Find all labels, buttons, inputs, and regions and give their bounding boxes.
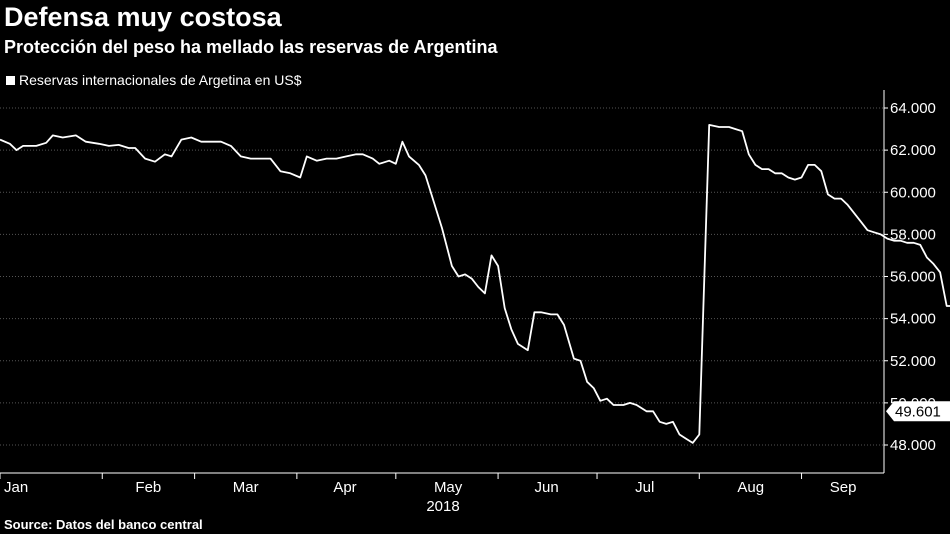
legend: Reservas internacionales de Argetina en … [6, 72, 302, 88]
y-tick-label: 48.000 [890, 437, 936, 454]
x-tick-label: Sep [830, 479, 857, 496]
axis-layer [0, 90, 888, 479]
grid-layer [0, 107, 884, 446]
legend-label: Reservas internacionales de Argetina en … [19, 72, 302, 88]
source-note: Source: Datos del banco central [4, 517, 203, 532]
legend-swatch [6, 75, 15, 85]
x-tick-label: Jul [635, 479, 654, 496]
y-tick-label: 62.000 [890, 142, 936, 159]
y-tick-label: 56.000 [890, 269, 936, 286]
series-line [0, 124, 950, 444]
x-tick-label: Apr [333, 479, 356, 496]
y-tick-label: 64.000 [890, 100, 936, 117]
last-value-callout [886, 401, 950, 422]
chart-subtitle: Protección del peso ha mellado las reser… [4, 37, 498, 57]
x-tick-label: Jun [535, 479, 559, 496]
x-tick-label: Mar [233, 479, 259, 496]
x-tick-label: Jan [4, 479, 28, 496]
y-tick-label: 58.000 [890, 226, 936, 243]
x-tick-label: Feb [135, 479, 161, 496]
y-tick-label: 54.000 [890, 311, 936, 328]
last-value-label: 49.601 [895, 403, 941, 420]
chart-title: Defensa muy costosa [4, 2, 282, 32]
x-tick-label: May [434, 479, 463, 496]
y-tick-label: 60.000 [890, 184, 936, 201]
series-layer [0, 124, 950, 444]
label-layer: 48.00050.00052.00054.00056.00058.00060.0… [4, 100, 950, 515]
y-tick-label: 52.000 [890, 353, 936, 370]
x-tick-label: Aug [737, 479, 764, 496]
x-axis-title: 2018 [426, 498, 459, 515]
